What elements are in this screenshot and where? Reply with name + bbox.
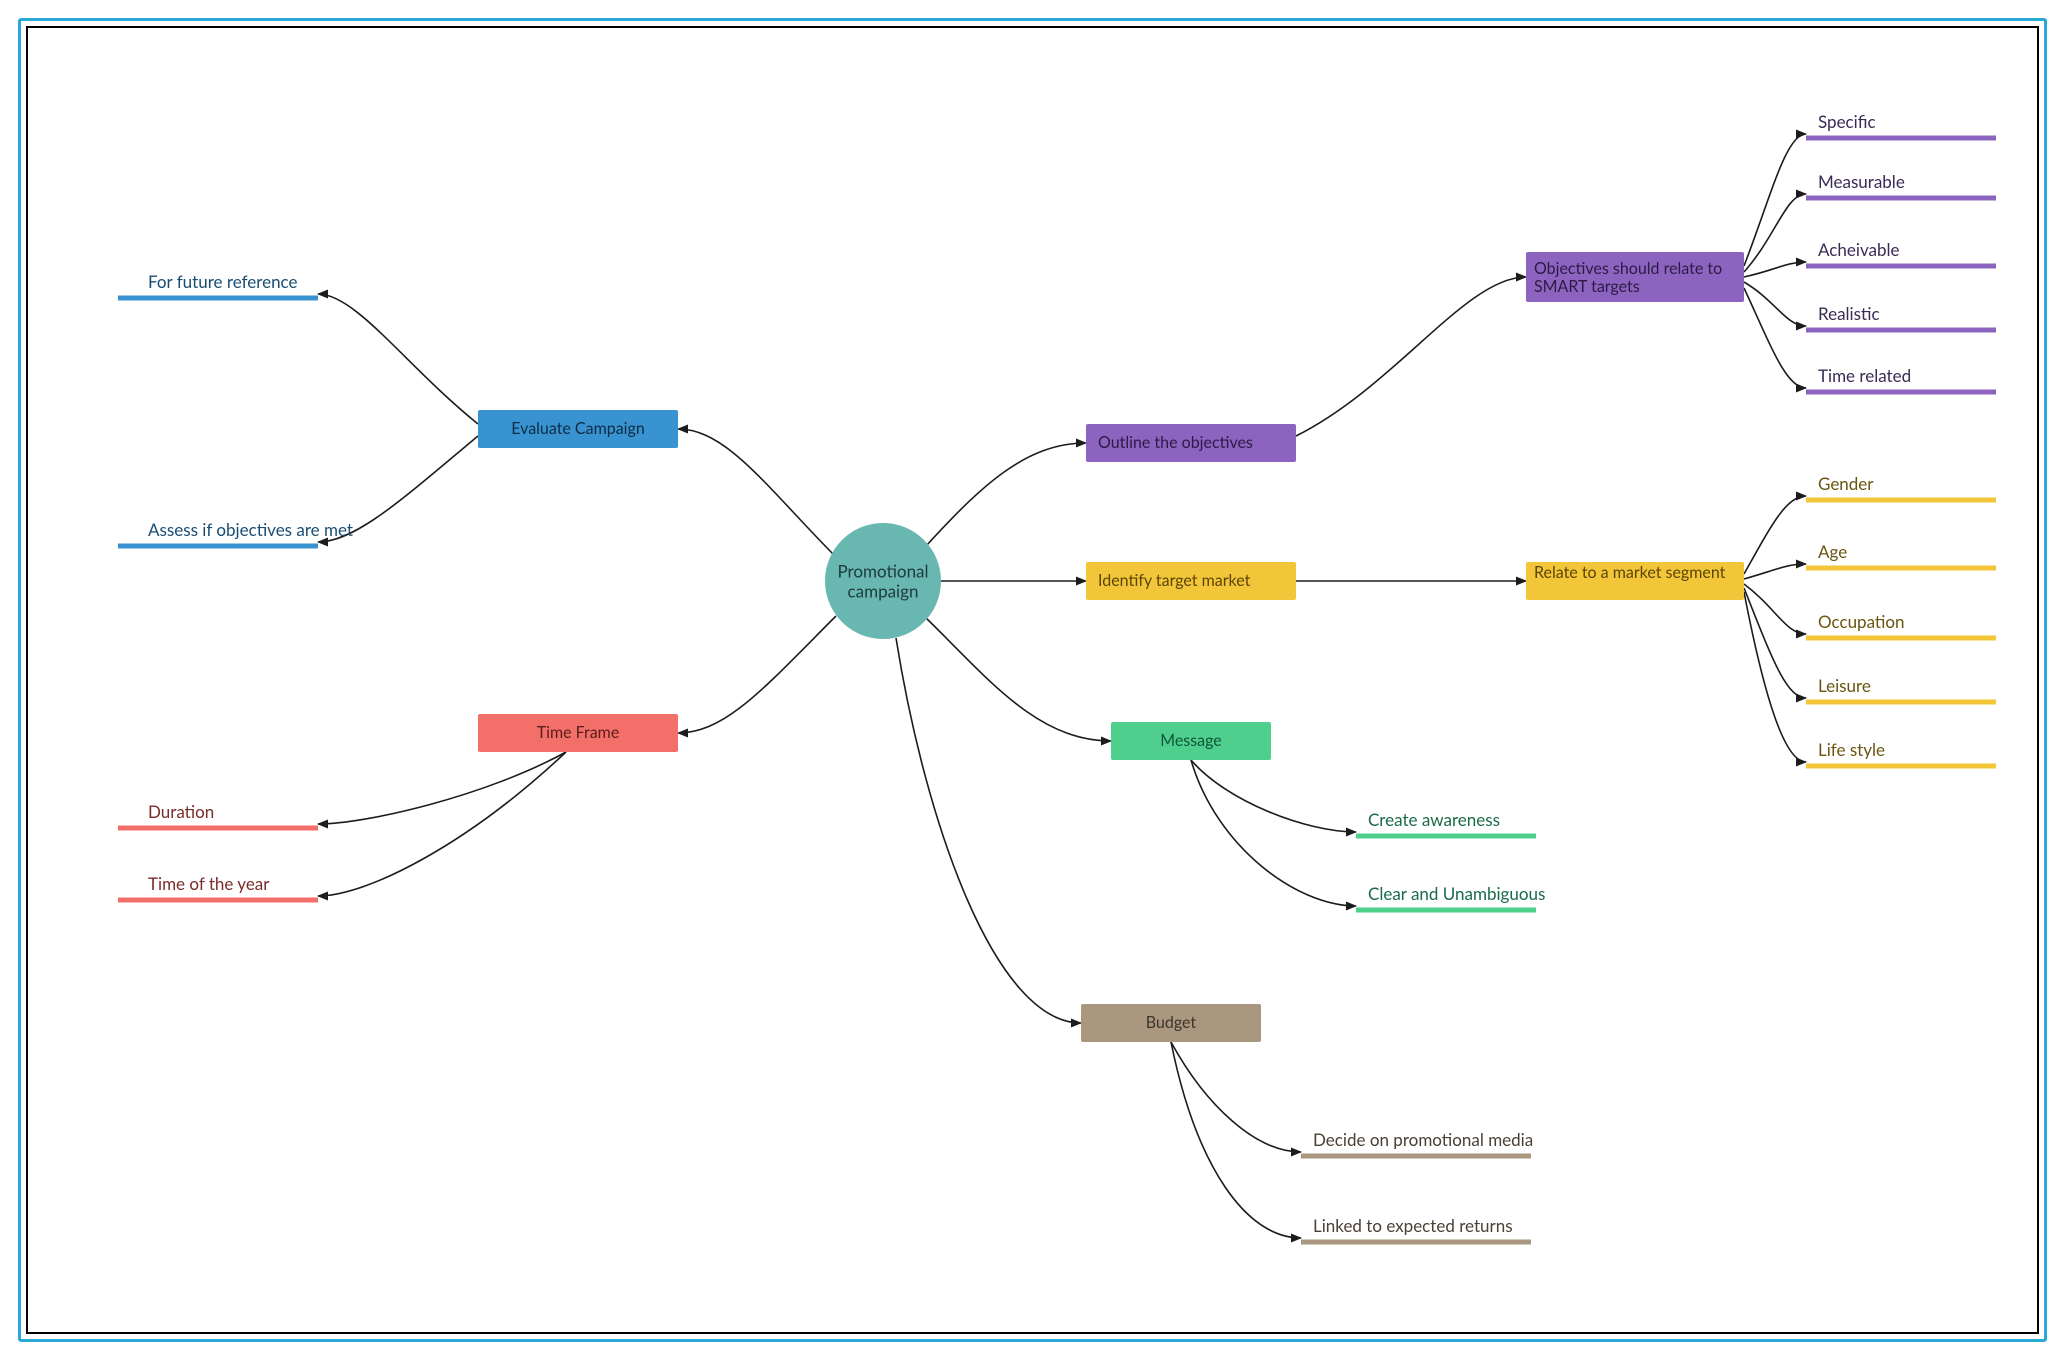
branch-label-evaluate: Evaluate Campaign <box>511 419 645 438</box>
leaf-label: Age <box>1818 541 1847 562</box>
edge-7 <box>1744 134 1806 266</box>
leaf-label: Time of the year <box>148 873 270 894</box>
leaf-label: For future reference <box>148 271 298 292</box>
leaf-label: Create awareness <box>1368 809 1500 830</box>
edge-0 <box>926 443 1086 546</box>
branch-label-timeframe: Time Frame <box>537 723 620 742</box>
edge-14 <box>1744 564 1806 579</box>
edge-18 <box>1191 760 1356 832</box>
leaf-label: Gender <box>1818 473 1874 494</box>
edge-2 <box>924 616 1111 741</box>
leaf-label: Specific <box>1818 111 1876 132</box>
leaf-label: Decide on promotional media <box>1313 1129 1533 1150</box>
edge-6 <box>1296 277 1526 436</box>
edge-8 <box>1744 194 1806 272</box>
edge-22 <box>318 294 478 424</box>
branch-label-identify: Identify target market <box>1098 571 1251 590</box>
leaf-label: Time related <box>1818 365 1911 386</box>
branch-label-outline: Outline the objectives <box>1098 433 1253 452</box>
diagram-frame: Promotionalcampaign Outline the objective… <box>0 0 2065 1360</box>
leaf-label: Linked to expected returns <box>1313 1215 1513 1236</box>
branch-label-budget: Budget <box>1146 1013 1197 1032</box>
edge-16 <box>1744 588 1806 698</box>
edge-11 <box>1744 288 1806 388</box>
edge-15 <box>1744 584 1806 634</box>
leaf-label: Leisure <box>1818 675 1871 696</box>
edge-3 <box>896 638 1081 1023</box>
mindmap-canvas: Promotionalcampaign Outline the objective… <box>26 26 2039 1334</box>
edge-9 <box>1744 262 1806 277</box>
branch-label-smart: SMART targets <box>1534 277 1640 296</box>
branch-label-smart: Objectives should relate to <box>1534 259 1722 278</box>
leaf-label: Measurable <box>1818 171 1905 192</box>
leaf-label: Realistic <box>1818 303 1880 324</box>
leaf-label: Assess if objectives are met <box>148 519 353 540</box>
edge-4 <box>678 429 833 554</box>
leaf-label: Clear and Unambiguous <box>1368 883 1545 904</box>
edge-10 <box>1744 282 1806 326</box>
leaf-label: Life style <box>1818 739 1885 760</box>
edge-21 <box>1171 1042 1301 1238</box>
branch-label-message: Message <box>1160 731 1222 750</box>
center-label: Promotional <box>837 560 928 581</box>
edge-25 <box>318 752 566 896</box>
leaf-label: Duration <box>148 801 214 822</box>
edge-24 <box>318 752 566 824</box>
leaf-label: Acheivable <box>1818 239 1900 260</box>
edge-20 <box>1171 1042 1301 1152</box>
leaf-label: Occupation <box>1818 611 1905 632</box>
edge-5 <box>678 616 836 733</box>
edge-17 <box>1744 592 1806 762</box>
branch-label-segment: Relate to a market segment <box>1534 563 1726 582</box>
center-label: campaign <box>848 580 919 601</box>
edge-13 <box>1744 496 1806 574</box>
